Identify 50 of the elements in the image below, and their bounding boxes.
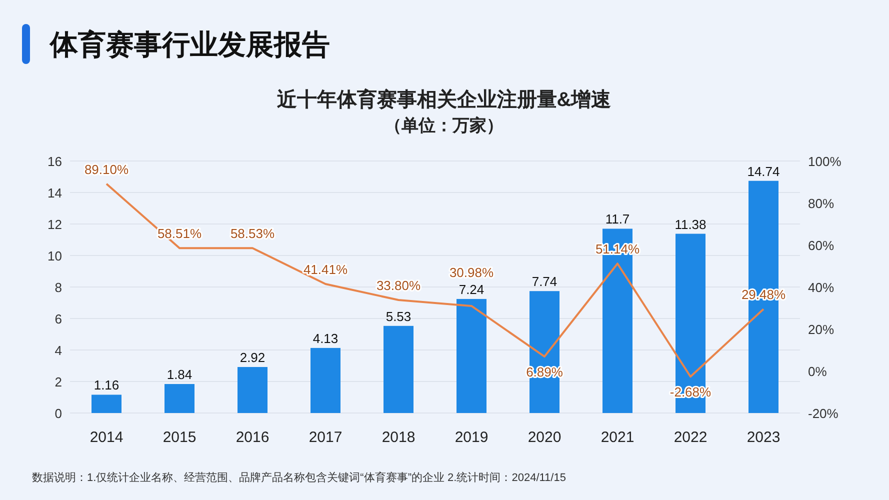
data-label: 30.98%	[449, 264, 494, 280]
text: 数据说明：1.仅统计企业名称、经营范围、品牌产品名称包含关键词“体育赛事”的企业 2.统计时间：2024/11/15	[32, 471, 566, 484]
bar	[238, 367, 268, 413]
x-tick-label: 2016	[236, 429, 270, 446]
x-tick-label: 2014	[90, 429, 124, 446]
x-tick-label: 2022	[674, 429, 708, 446]
chart-subtitle: 近十年体育赛事相关企业注册量&增速（单位：万家）	[276, 88, 612, 135]
y-tick-label: 2	[54, 374, 62, 390]
chart-title: 体育赛事行业发展报告	[49, 29, 330, 60]
y-tick-label: 10	[48, 248, 62, 264]
data-label: 4.13	[312, 330, 338, 346]
y2-tick-label: 20%	[808, 322, 834, 337]
data-label: 11.38	[674, 216, 706, 232]
y2-tick-label: 40%	[808, 280, 834, 295]
y2-tick-label: -20%	[808, 406, 839, 421]
data-label: 7.24	[458, 282, 484, 297]
y-tick-label: 4	[54, 343, 62, 358]
y2-tick-label: 100%	[808, 154, 842, 169]
data-label: 11.7	[605, 212, 630, 227]
x-tick-label: 2018	[382, 429, 416, 446]
data-label: 5.53	[386, 308, 412, 324]
bar	[164, 384, 194, 413]
x-tick-label: 2021	[600, 429, 634, 446]
bar	[456, 298, 486, 413]
data-label: 14.74	[747, 164, 780, 179]
data-label: 89.10%	[84, 162, 129, 177]
y-tick-label: 16	[48, 154, 62, 169]
y-tick-label: 0	[54, 406, 62, 421]
y-tick-label: 6	[54, 312, 62, 326]
data-label: 7.74	[532, 274, 558, 290]
y2-tick-label: 0%	[808, 364, 828, 379]
y2-tick-label: 80%	[808, 196, 834, 211]
y2-tick-label: 60%	[808, 238, 834, 253]
data-label: 58.53%	[230, 226, 275, 242]
x-tick-label: 2023	[746, 429, 780, 446]
data-label: 2.92	[240, 350, 266, 366]
data-label: 41.41%	[303, 262, 348, 278]
x-tick-label: 2019	[454, 429, 488, 446]
data-label: 33.80%	[376, 278, 421, 294]
x-tick-label: 2015	[162, 429, 196, 446]
x-tick-label: 2017	[308, 429, 342, 446]
data-label: 1.16	[94, 378, 120, 393]
y-tick-label: 14	[48, 186, 62, 200]
data-label: 1.84	[166, 367, 192, 382]
bar	[384, 326, 414, 413]
y-tick-label: 8	[54, 280, 62, 295]
bar	[92, 394, 122, 413]
y-tick-label: 12	[48, 217, 62, 232]
x-tick-label: 2020	[528, 429, 562, 446]
bar	[310, 348, 340, 413]
